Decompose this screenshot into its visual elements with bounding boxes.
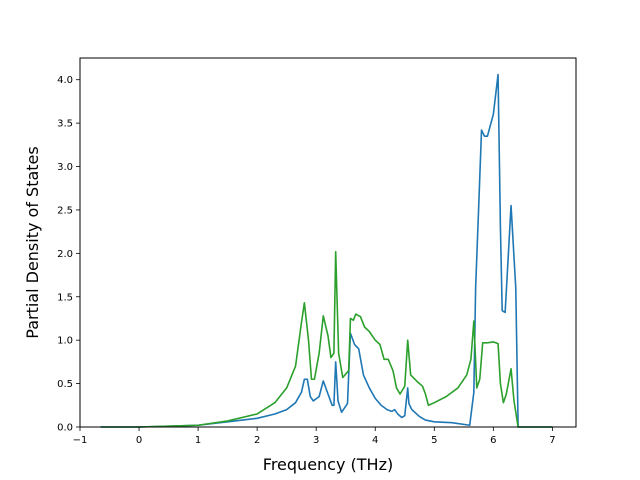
series-line-2 [100,250,553,428]
x-tick-label: 5 [431,435,437,446]
y-tick-label: 2.0 [57,249,73,260]
x-axis-label: Frequency (THz) [263,455,393,474]
plot-area [80,58,576,427]
y-axis-label: Partial Density of States [23,146,42,338]
x-axis-ticks: −1 0 1 2 3 4 5 6 7 [73,427,556,446]
y-tick-label: 3.0 [57,162,73,173]
y-tick-label: 2.5 [57,205,73,216]
axes-frame [79,57,577,428]
y-axis-ticks: 0.0 0.5 1.0 1.5 2.0 2.5 3.0 3.5 4.0 [57,75,80,434]
x-tick-label: 1 [195,435,201,446]
x-tick-label: 0 [136,435,142,446]
y-tick-label: 0.0 [57,423,73,434]
x-tick-label: 7 [549,435,555,446]
y-tick-label: 1.5 [57,292,73,303]
x-tick-label: 6 [490,435,496,446]
y-tick-label: 1.0 [57,336,73,347]
series-line-1 [100,73,553,428]
x-tick-label: −1 [73,435,88,446]
y-tick-label: 0.5 [57,379,73,390]
x-tick-label: 4 [372,435,378,446]
y-tick-label: 3.5 [57,119,73,130]
series-layer [100,73,553,428]
y-tick-label: 4.0 [57,75,73,86]
x-tick-label: 3 [313,435,319,446]
x-tick-label: 2 [254,435,260,446]
